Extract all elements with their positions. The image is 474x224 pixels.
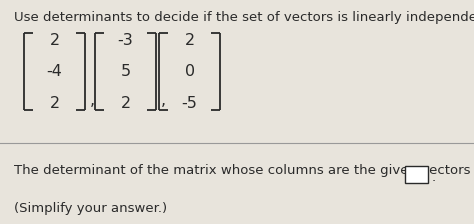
Text: ,: , — [161, 93, 166, 108]
Text: 5: 5 — [120, 64, 131, 79]
Bar — [405, 166, 428, 183]
Text: 2: 2 — [49, 33, 60, 48]
Text: -5: -5 — [182, 96, 198, 110]
Text: (Simplify your answer.): (Simplify your answer.) — [14, 202, 167, 215]
Text: ,: , — [90, 93, 95, 108]
Text: -4: -4 — [46, 64, 63, 79]
Text: Use determinants to decide if the set of vectors is linearly independent.: Use determinants to decide if the set of… — [14, 11, 474, 24]
Text: 2: 2 — [184, 33, 195, 48]
Text: .: . — [432, 171, 436, 184]
Text: 2: 2 — [49, 96, 60, 110]
Text: 0: 0 — [184, 64, 195, 79]
Text: 2: 2 — [120, 96, 131, 110]
Text: -3: -3 — [118, 33, 134, 48]
Text: The determinant of the matrix whose columns are the given vectors is: The determinant of the matrix whose colu… — [14, 164, 474, 177]
